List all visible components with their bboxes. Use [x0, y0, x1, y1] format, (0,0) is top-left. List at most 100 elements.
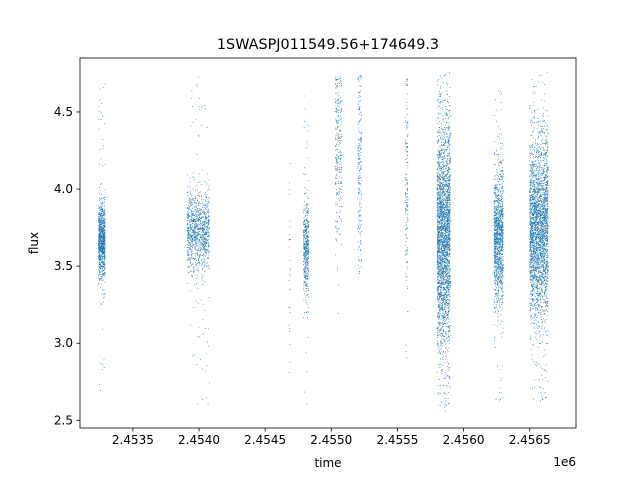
data-point: [449, 205, 451, 206]
data-point: [359, 175, 361, 176]
data-point: [306, 262, 308, 264]
data-point: [204, 231, 206, 233]
data-point: [361, 177, 363, 179]
data-point: [307, 244, 309, 245]
data-point: [360, 241, 362, 243]
data-point: [337, 162, 339, 164]
data-point: [438, 254, 440, 256]
data-point: [335, 145, 336, 147]
data-point: [448, 152, 450, 154]
data-point: [437, 179, 438, 181]
data-point: [186, 192, 188, 193]
data-point: [306, 274, 308, 276]
data-point: [187, 224, 189, 225]
data-point: [442, 197, 444, 199]
data-point: [103, 256, 105, 257]
data-point: [308, 243, 310, 245]
data-point: [305, 226, 307, 228]
data-point: [305, 232, 306, 234]
data-point: [441, 251, 443, 253]
data-point: [102, 260, 104, 262]
data-point: [437, 140, 439, 142]
data-point: [446, 228, 448, 229]
data-point: [442, 266, 443, 268]
data-point: [194, 229, 196, 231]
data-point: [99, 248, 101, 250]
data-point: [446, 234, 448, 236]
data-point: [437, 222, 439, 224]
data-point: [407, 220, 409, 222]
data-point: [195, 226, 197, 227]
data-point: [406, 81, 408, 82]
data-point: [190, 211, 192, 213]
data-point: [308, 226, 310, 228]
data-point: [447, 166, 449, 168]
data-point: [442, 351, 444, 353]
data-point: [449, 259, 450, 261]
data-point: [99, 274, 101, 276]
data-point: [440, 113, 442, 115]
data-point: [442, 159, 444, 160]
data-point: [100, 244, 102, 246]
data-point: [449, 278, 450, 279]
data-point: [304, 247, 306, 249]
data-point: [445, 274, 447, 276]
data-point: [439, 157, 441, 158]
data-point: [448, 254, 450, 256]
data-point: [205, 212, 206, 213]
data-point: [445, 194, 447, 196]
data-point: [196, 224, 198, 225]
data-point: [198, 261, 200, 263]
data-point: [440, 286, 442, 288]
data-point: [443, 222, 445, 224]
data-point: [442, 171, 444, 173]
data-point: [336, 222, 338, 224]
data-point: [103, 289, 105, 291]
data-point: [101, 239, 103, 241]
data-point: [202, 240, 204, 241]
data-point: [101, 207, 103, 209]
data-point: [340, 85, 342, 87]
data-point: [102, 266, 104, 267]
data-point: [448, 190, 450, 191]
data-point: [340, 109, 342, 110]
data-point: [337, 136, 339, 138]
data-point: [98, 225, 100, 226]
data-point: [449, 367, 450, 369]
data-point: [198, 218, 200, 220]
data-point: [444, 281, 446, 283]
data-point: [202, 212, 204, 213]
data-point: [336, 163, 338, 164]
data-point: [338, 216, 340, 218]
data-point: [443, 143, 445, 145]
data-point: [99, 232, 101, 234]
data-point: [441, 372, 443, 374]
data-point: [440, 87, 442, 89]
data-point: [437, 135, 439, 137]
data-point: [303, 271, 305, 272]
data-point: [442, 214, 444, 216]
data-point: [188, 272, 190, 274]
data-point: [193, 307, 195, 308]
data-point: [442, 207, 444, 208]
data-point: [336, 240, 338, 242]
data-point: [439, 214, 441, 216]
data-point: [360, 161, 361, 162]
data-point: [443, 312, 445, 314]
data-point: [190, 204, 191, 206]
data-point: [449, 220, 451, 221]
data-point: [306, 225, 308, 227]
data-point: [98, 230, 100, 232]
data-point: [441, 255, 443, 257]
data-point: [204, 204, 206, 206]
data-point: [442, 328, 444, 330]
data-point: [187, 185, 189, 187]
data-point: [443, 160, 445, 162]
data-point: [289, 226, 291, 228]
data-point: [206, 243, 208, 245]
data-point: [442, 244, 444, 246]
data-point: [104, 269, 106, 271]
data-point: [204, 216, 206, 217]
data-point: [405, 179, 407, 181]
data-point: [449, 334, 451, 336]
